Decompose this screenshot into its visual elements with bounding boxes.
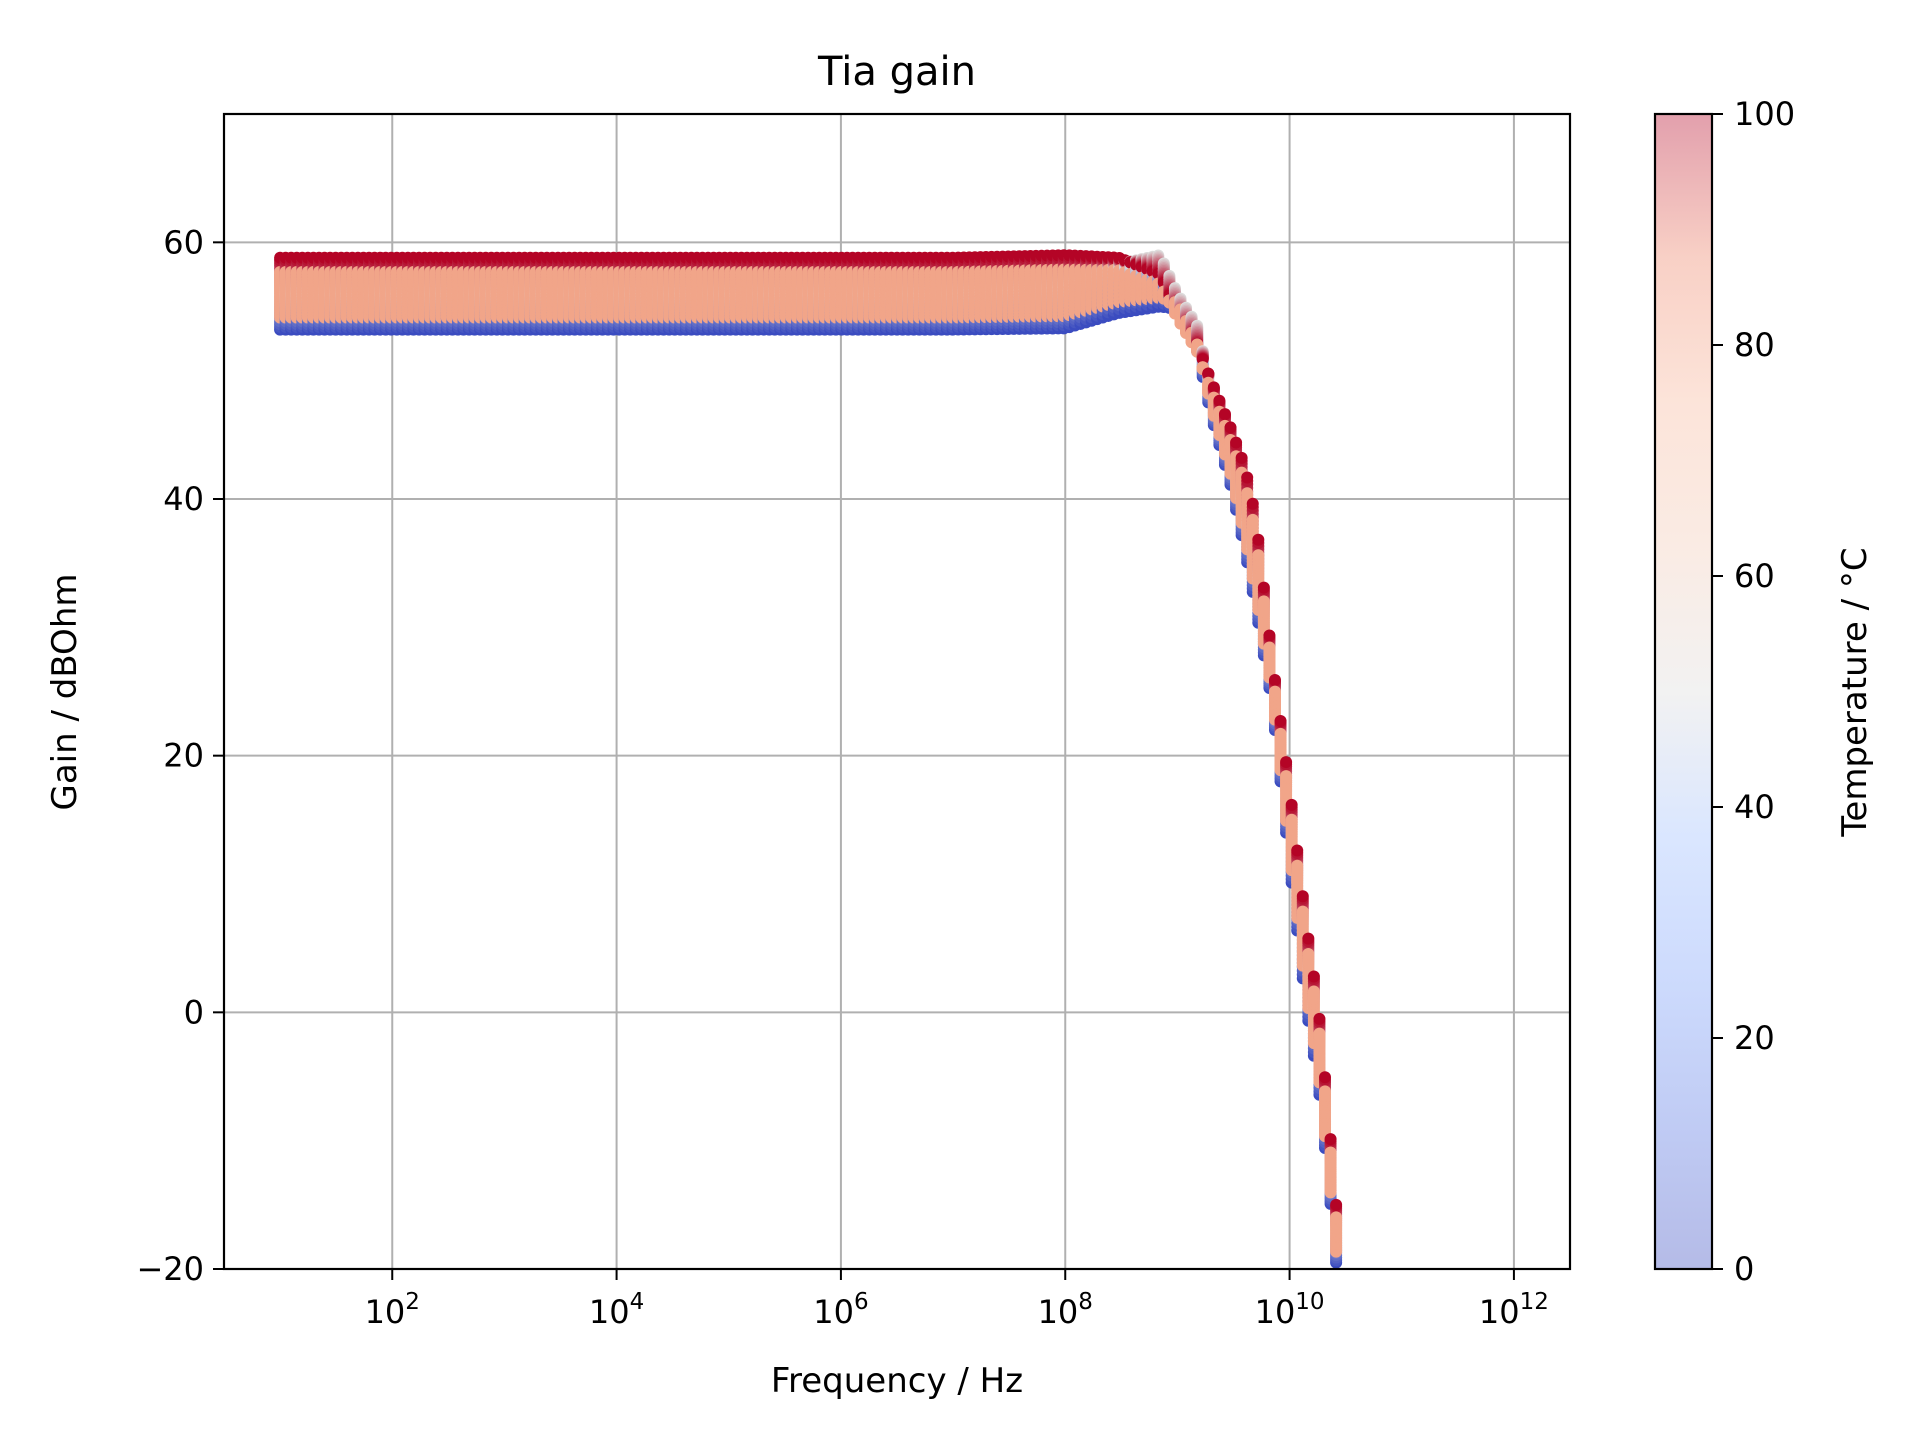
scatter-points: [274, 249, 1343, 1269]
